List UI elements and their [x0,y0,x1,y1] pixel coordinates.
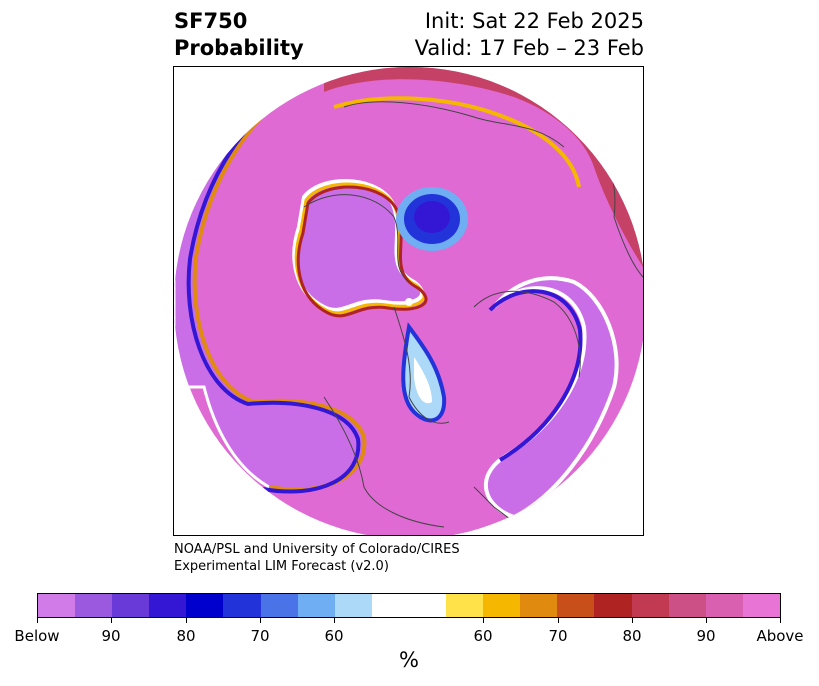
tick-label-above-80: 80 [622,627,642,645]
colorbar-segment [297,594,335,617]
north-pole-marker [405,298,413,306]
tick-label-below: Below [14,627,60,645]
colorbar-segment [112,594,150,617]
colorbar-segment [705,594,743,617]
tickmark [483,618,484,623]
colorbar-segment [260,594,298,617]
credit-line-2: Experimental LIM Forecast (v2.0) [174,559,389,574]
coastlines [303,101,643,528]
colorbar-segment [742,594,780,617]
map-title-right: Init: Sat 22 Feb 2025 Valid: 17 Feb – 23… [415,8,644,62]
colorbar-segment [186,594,224,617]
map-title-left: SF750 Probability [174,8,304,62]
tickmark [37,618,38,623]
tickmark [334,618,335,623]
valid-range: Valid: 17 Feb – 23 Feb [414,36,644,60]
tick-label-below-60: 60 [324,627,344,645]
tick-label-below-70: 70 [250,627,270,645]
probability-map [174,67,643,535]
colorbar-units: % [399,648,419,672]
colorbar-segment [223,594,261,617]
colorbar-segment [594,594,632,617]
colorbar-segment [446,594,484,617]
colorbar-segment [557,594,595,617]
variable-name: SF750 [174,9,248,33]
tick-label-below-90: 90 [101,627,121,645]
colorbar [37,593,781,618]
credit-line-1: NOAA/PSL and University of Colorado/CIRE… [174,542,460,557]
tick-label-above-70: 70 [548,627,568,645]
tickmark [780,618,781,623]
colorbar-segment [75,594,113,617]
tickmark [632,618,633,623]
tick-label-above: Above [756,627,804,645]
colorbar-segment [483,594,521,617]
polar-map [173,66,644,536]
colorbar-segment [520,594,558,617]
tick-label-above-90: 90 [696,627,716,645]
colorbar-segment [149,594,187,617]
tickmark [706,618,707,623]
colorbar-segment [38,594,76,617]
tickmark [186,618,187,623]
tick-label-above-60: 60 [473,627,493,645]
colorbar-segment [668,594,706,617]
tick-label-below-80: 80 [176,627,196,645]
init-date: Init: Sat 22 Feb 2025 [424,9,644,33]
colorbar-segment [371,594,447,617]
tickmark [558,618,559,623]
tickmark [111,618,112,623]
credit-text: NOAA/PSL and University of Colorado/CIRE… [174,541,460,575]
colorbar-segment [631,594,669,617]
product-name: Probability [174,36,304,60]
tickmark [260,618,261,623]
colorbar-segment [334,594,372,617]
